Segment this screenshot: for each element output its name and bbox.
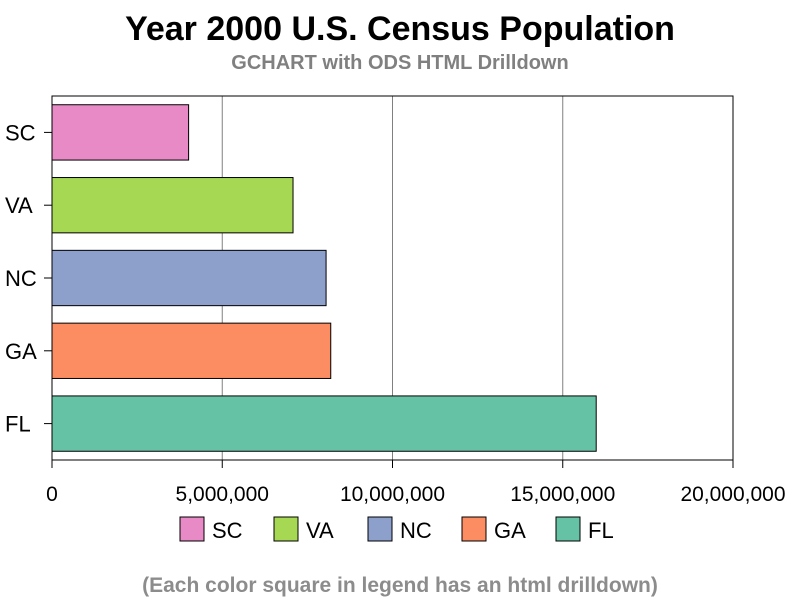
bar-nc: [51, 249, 327, 307]
category-label-nc: NC: [5, 266, 37, 291]
legend-swatch-fl[interactable]: [555, 516, 581, 542]
bar-sc: [51, 104, 190, 161]
bar-va: [51, 177, 294, 234]
legend: SC VA NC GA FL: [179, 516, 614, 543]
x-tick-label: 0: [46, 483, 58, 506]
chart-subtitle: GCHART with ODS HTML Drilldown: [231, 52, 568, 74]
legend-swatch-nc[interactable]: [367, 516, 393, 542]
category-label-fl: FL: [5, 412, 31, 437]
x-tick-label: 15,000,000: [510, 483, 615, 506]
legend-label-sc: SC: [212, 518, 243, 543]
x-tick-label: 10,000,000: [340, 483, 445, 506]
chart-footnote: (Each color square in legend has an html…: [142, 574, 658, 597]
x-tick-label: 20,000,000: [680, 483, 785, 506]
legend-label-nc: NC: [400, 518, 432, 543]
bar-ga: [51, 322, 332, 379]
legend-swatch-sc[interactable]: [179, 516, 205, 542]
bars: [51, 104, 597, 452]
legend-swatch-va[interactable]: [273, 516, 299, 542]
category-label-sc: SC: [5, 120, 36, 145]
category-label-va: VA: [5, 193, 33, 218]
legend-label-va: VA: [306, 518, 334, 543]
legend-swatch-ga[interactable]: [461, 516, 487, 542]
x-tick-label: 5,000,000: [176, 483, 269, 506]
chart-title: Year 2000 U.S. Census Population: [125, 10, 675, 48]
category-axis: SC VA NC GA FL: [5, 120, 52, 437]
category-label-ga: GA: [5, 339, 37, 364]
x-axis: 0 5,000,000 10,000,000 15,000,000 20,000,000: [46, 460, 786, 506]
legend-label-ga: GA: [494, 518, 526, 543]
legend-label-fl: FL: [588, 518, 614, 543]
bar-fl: [51, 395, 597, 452]
